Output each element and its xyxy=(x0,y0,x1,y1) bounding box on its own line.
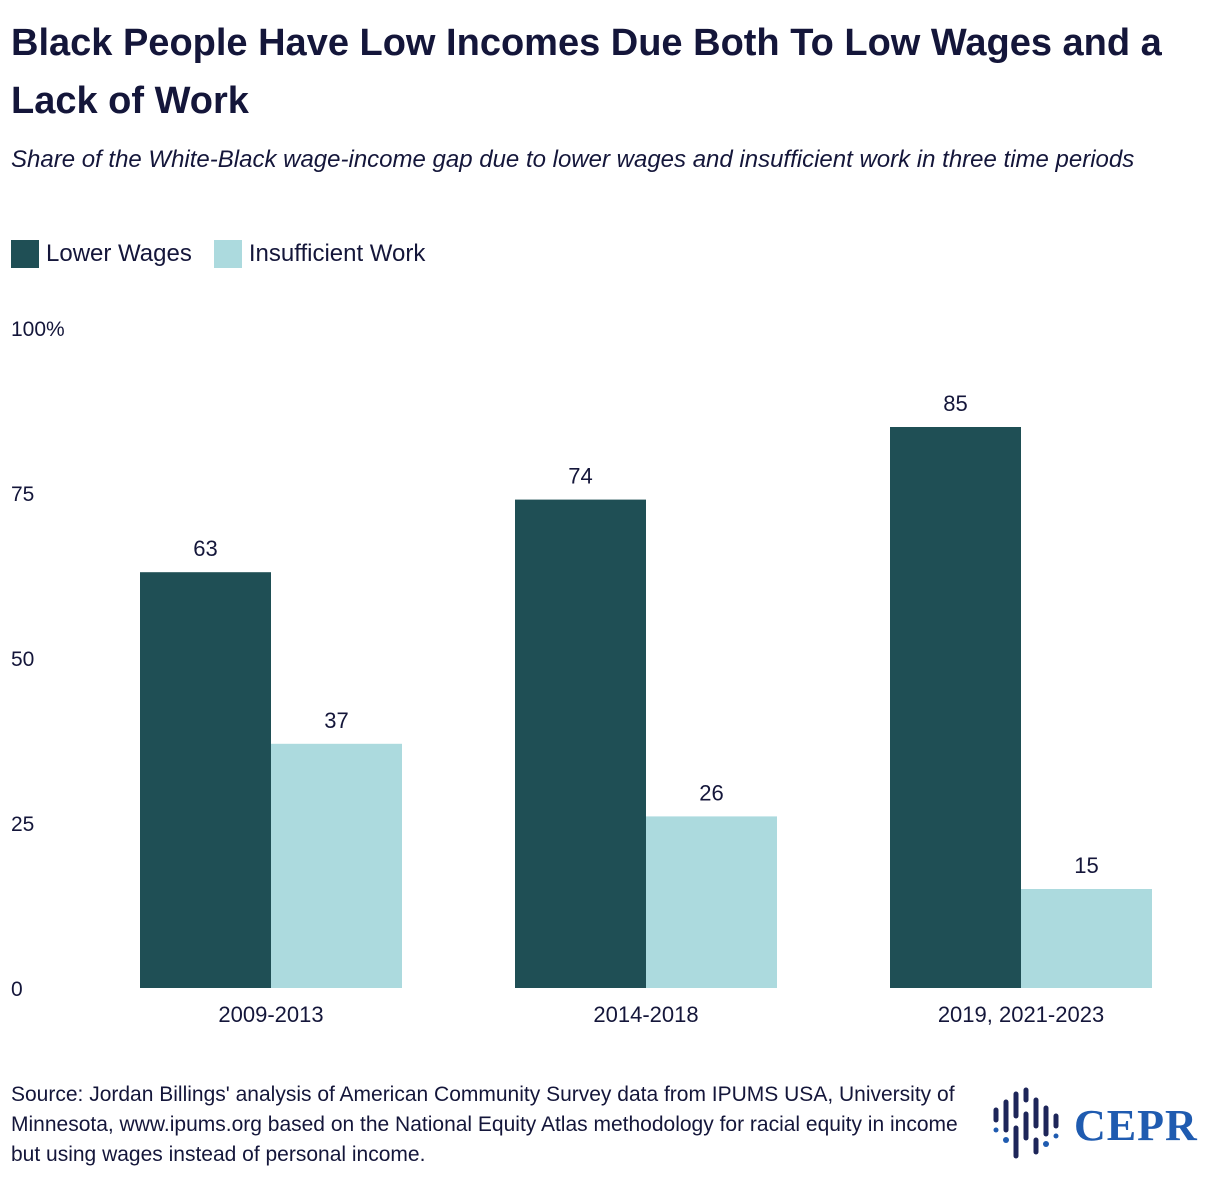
bar-lower-wages-0 xyxy=(140,572,271,988)
data-label-lower-wages-1: 74 xyxy=(568,464,592,489)
y-tick-label-4: 100% xyxy=(11,318,65,341)
legend-swatch-lower-wages xyxy=(11,240,39,268)
x-tick-label-1: 2014-2018 xyxy=(593,1002,698,1027)
chart-title: Black People Have Low Incomes Due Both T… xyxy=(11,22,1162,122)
source-note: Source: Jordan Billings' analysis of Ame… xyxy=(11,1083,958,1166)
legend-item-lower-wages: Lower Wages xyxy=(11,240,192,268)
legend-item-insufficient-work: Insufficient Work xyxy=(213,240,426,268)
bar-insufficient-work-1 xyxy=(646,816,777,988)
y-tick-label-0: 0 xyxy=(11,978,23,1001)
bar-chart: 0 25 50 75 100% 63 37 2009-2013 74 26 2014-2018 85 1… xyxy=(11,318,1152,1027)
data-label-insufficient-work-1: 26 xyxy=(699,780,723,805)
y-tick-label-3: 75 xyxy=(11,483,34,506)
bar-lower-wages-2 xyxy=(890,427,1021,988)
data-label-lower-wages-2: 85 xyxy=(943,391,967,416)
bar-insufficient-work-2 xyxy=(1021,889,1152,988)
cepr-logo-text: CEPR xyxy=(1074,1100,1198,1150)
x-tick-label-0: 2009-2013 xyxy=(218,1002,323,1027)
data-label-lower-wages-0: 63 xyxy=(193,536,217,561)
legend-label-insufficient-work: Insufficient Work xyxy=(248,240,426,267)
data-label-insufficient-work-0: 37 xyxy=(324,708,348,733)
legend-label-lower-wages: Lower Wages xyxy=(46,240,192,267)
legend: Lower Wages Insufficient Work xyxy=(11,240,447,268)
bar-insufficient-work-0 xyxy=(271,743,402,988)
chart-subtitle: Share of the White-Black wage-income gap… xyxy=(11,146,1135,173)
cepr-logo: CEPR xyxy=(988,1086,1198,1164)
y-tick-label-1: 25 xyxy=(11,813,34,836)
bar-lower-wages-1 xyxy=(515,499,646,988)
data-label-insufficient-work-2: 15 xyxy=(1074,853,1098,878)
cepr-logo-mark-icon xyxy=(993,1087,1059,1159)
x-tick-label-2: 2019, 2021-2023 xyxy=(938,1002,1104,1027)
y-tick-label-2: 50 xyxy=(11,648,34,671)
legend-swatch-insufficient-work xyxy=(213,240,242,268)
